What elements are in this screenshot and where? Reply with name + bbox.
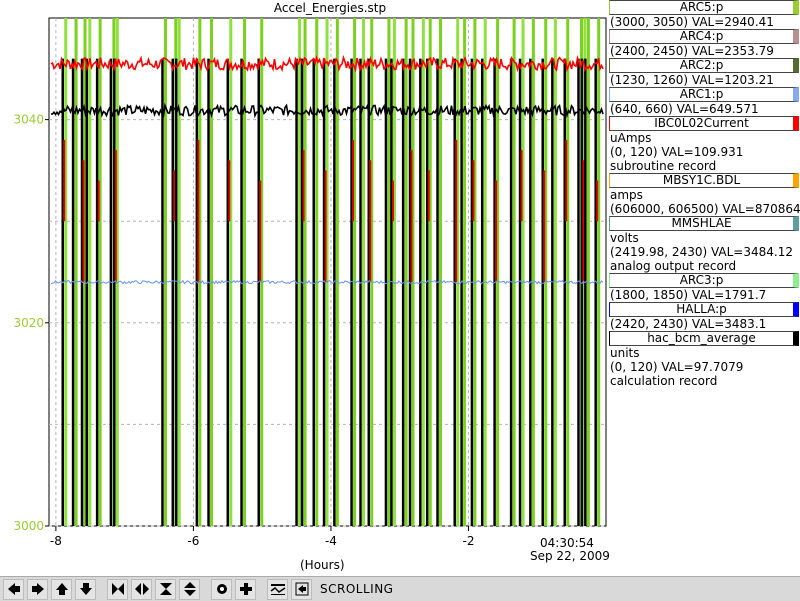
legend-entry-detail: analog output record xyxy=(610,259,737,273)
legend-entry-detail: uAmps xyxy=(610,131,652,145)
chart-plot[interactable]: 3000 3020 3040 -8 -6 -4 -2 xyxy=(0,0,610,576)
legend-entry-detail: (606000, 606500) VAL=870864 xyxy=(610,202,800,216)
arrow-right-icon[interactable] xyxy=(27,578,48,600)
legend-entry-name: ARC5:p xyxy=(609,0,799,15)
legend-entry-name: MMSHLAE xyxy=(609,216,799,231)
legend-entry-name: ARC3:p xyxy=(609,273,799,288)
add-icon[interactable] xyxy=(235,578,256,600)
legend-entry-detail: calculation record xyxy=(610,374,718,388)
legend-entry-detail: (640, 660) VAL=649.571 xyxy=(610,102,759,116)
current-date-label: Sep 22, 2009 xyxy=(530,549,610,563)
x-tick-label: -2 xyxy=(462,534,474,548)
legend-entry-detail: (0, 120) VAL=97.7079 xyxy=(610,360,744,374)
legend-entry-detail: amps xyxy=(610,188,643,202)
legend-entry-detail: (1800, 1850) VAL=1791.7 xyxy=(610,288,767,302)
current-time-label: 04:30:54 xyxy=(540,536,594,550)
legend-entry[interactable]: MBSY1C.BDL amps (606000, 606500) VAL=87086… xyxy=(609,173,800,216)
x-tick-label: -8 xyxy=(50,534,62,548)
legend-entry-name: ARC2:p xyxy=(609,58,799,73)
legend-entry[interactable]: IBC0L02Current uAmps (0, 120) VAL=109.931 s… xyxy=(609,116,800,173)
legend-entry-detail: volts xyxy=(610,231,639,245)
legend-entry[interactable]: HALLA:p (2420, 2430) VAL=3483.1 xyxy=(609,302,800,331)
legend-entry[interactable]: ARC4:p (2400, 2450) VAL=2353.79 xyxy=(609,29,800,58)
legend-entry[interactable]: MMSHLAE volts (2419.98, 2430) VAL=3484.12 a… xyxy=(609,216,800,273)
legend: ARC5:p (3000, 3050) VAL=2940.41 ARC4:p (240… xyxy=(609,0,800,388)
y-tick-label: 3020 xyxy=(13,316,44,330)
arrow-down-icon[interactable] xyxy=(75,578,96,600)
legend-entry-name: ARC4:p xyxy=(609,29,799,44)
series-line xyxy=(50,54,604,73)
legend-entry-detail: (0, 120) VAL=109.931 xyxy=(610,145,744,159)
config-icon[interactable] xyxy=(267,578,288,600)
chart-title: Accel_Energies.stp xyxy=(273,1,387,15)
legend-entry[interactable]: hac_bcm_average units (0, 120) VAL=97.7079… xyxy=(609,331,800,388)
legend-entry-name: IBC0L02Current xyxy=(609,116,799,131)
legend-entry[interactable]: ARC5:p (3000, 3050) VAL=2940.41 xyxy=(609,0,800,29)
series-line xyxy=(50,279,604,285)
zoom-out-vertical-icon[interactable] xyxy=(179,578,200,600)
y-tick-label: 3040 xyxy=(13,113,44,127)
arrow-up-icon[interactable] xyxy=(51,578,72,600)
legend-entry-detail: (1230, 1260) VAL=1203.21 xyxy=(610,73,774,87)
x-axis-label: (Hours) xyxy=(300,558,345,572)
status-text: SCROLLING xyxy=(320,582,394,596)
legend-entry[interactable]: ARC1:p (640, 660) VAL=649.571 xyxy=(609,87,800,116)
legend-entry[interactable]: ARC3:p (1800, 1850) VAL=1791.7 xyxy=(609,273,800,302)
arrow-left-icon[interactable] xyxy=(3,578,24,600)
legend-entry-name: HALLA:p xyxy=(609,302,799,317)
legend-entry-detail: units xyxy=(610,346,640,360)
legend-entry-detail: (2400, 2450) VAL=2353.79 xyxy=(610,44,774,58)
x-tick-label: -6 xyxy=(187,534,199,548)
zoom-out-horizontal-icon[interactable] xyxy=(131,578,152,600)
x-tick-label: -4 xyxy=(325,534,337,548)
zoom-in-horizontal-icon[interactable] xyxy=(107,578,128,600)
series-line xyxy=(50,102,604,119)
legend-entry-detail: (2419.98, 2430) VAL=3484.12 xyxy=(610,245,793,259)
zoom-in-vertical-icon[interactable] xyxy=(155,578,176,600)
record-icon[interactable] xyxy=(211,578,232,600)
legend-entry-detail: (2420, 2430) VAL=3483.1 xyxy=(610,317,767,331)
legend-entry[interactable]: ARC2:p (1230, 1260) VAL=1203.21 xyxy=(609,58,800,87)
legend-entry-detail: subroutine record xyxy=(610,159,717,173)
legend-entry-name: MBSY1C.BDL xyxy=(609,173,799,188)
y-tick-label: 3000 xyxy=(13,519,44,533)
toolbar: SCROLLING xyxy=(0,576,800,601)
legend-entry-name: ARC1:p xyxy=(609,87,799,102)
legend-entry-detail: (3000, 3050) VAL=2940.41 xyxy=(610,15,774,29)
legend-entry-name: hac_bcm_average xyxy=(609,331,799,346)
export-icon[interactable] xyxy=(291,578,312,600)
